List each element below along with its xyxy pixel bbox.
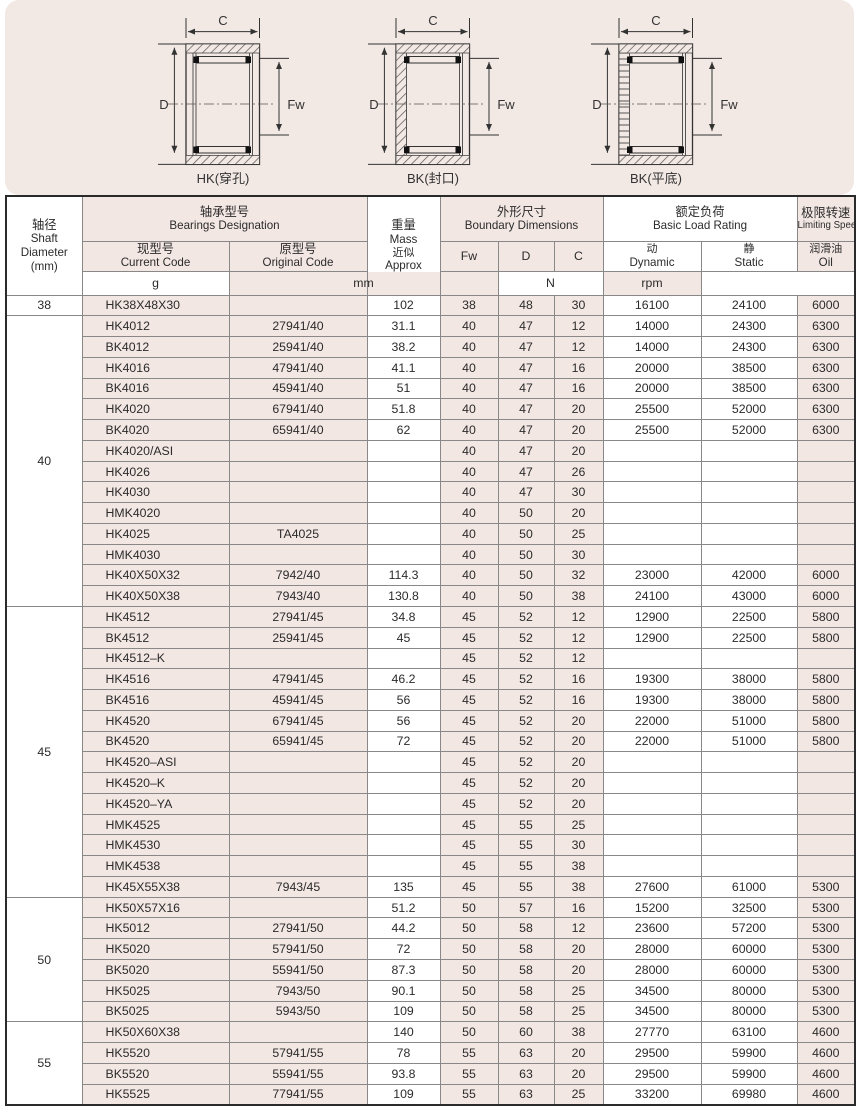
svg-text:D: D [369, 97, 378, 112]
svg-text:C: C [218, 13, 227, 28]
svg-text:C: C [651, 13, 660, 28]
svg-text:Fw: Fw [287, 97, 305, 112]
svg-text:D: D [159, 97, 168, 112]
svg-text:Fw: Fw [720, 97, 738, 112]
svg-text:Fw: Fw [497, 97, 515, 112]
svg-text:C: C [428, 13, 437, 28]
svg-text:BK(封口): BK(封口) [407, 171, 459, 186]
svg-text:HK(穿孔): HK(穿孔) [197, 171, 250, 186]
svg-text:D: D [592, 97, 601, 112]
svg-text:BK(平底): BK(平底) [630, 171, 682, 186]
